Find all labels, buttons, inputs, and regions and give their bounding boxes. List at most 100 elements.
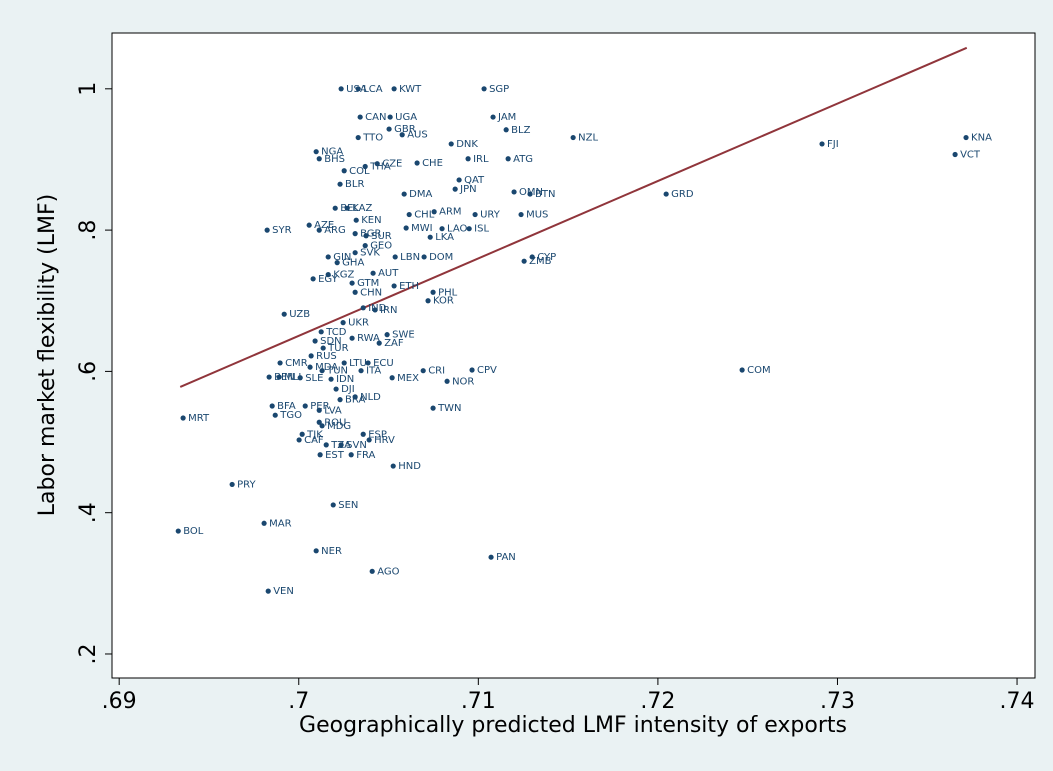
point (481, 86, 487, 92)
point (340, 320, 346, 326)
point-label: CHL (414, 210, 435, 221)
point-label: GEO (370, 241, 392, 252)
point (362, 163, 368, 170)
point (420, 368, 426, 374)
point-label: KAZ (352, 203, 372, 214)
point-label: DMA (409, 189, 432, 200)
point (503, 127, 509, 133)
point-label: BLZ (511, 125, 530, 136)
point (452, 186, 458, 192)
point-label: IND (368, 303, 386, 314)
point (296, 437, 302, 443)
point (355, 86, 361, 92)
point-label: SVN (346, 440, 367, 451)
point (362, 243, 368, 249)
point-label: VCT (960, 150, 981, 161)
point (276, 374, 282, 380)
point-label: MDA (315, 362, 338, 373)
point-label: GHA (342, 258, 364, 269)
point (352, 250, 358, 256)
point-label: LKA (435, 232, 454, 243)
point (431, 209, 437, 215)
point-label: AZE (314, 220, 334, 231)
point (366, 437, 372, 443)
point (357, 114, 363, 120)
point-label: TWN (437, 403, 461, 414)
point (392, 254, 398, 260)
point-label: DJI (341, 384, 355, 395)
point (406, 211, 412, 218)
point-label: CAF (304, 435, 324, 446)
point (370, 270, 376, 276)
point-label: BRA (345, 395, 365, 406)
point (175, 528, 181, 534)
point-label: TTO (362, 133, 383, 144)
point (302, 403, 308, 409)
point-label: RUS (316, 351, 337, 362)
point-label: KEN (361, 215, 381, 226)
point-label: MWI (411, 223, 432, 234)
point-label: MLI (284, 372, 301, 383)
point-label: CHE (422, 158, 443, 169)
point-label: TJK (306, 429, 323, 440)
point-label: IRL (473, 154, 489, 165)
point (389, 375, 395, 381)
point-label: BLR (345, 179, 364, 190)
point (819, 141, 825, 147)
point-label: CRI (428, 366, 445, 377)
point (529, 254, 535, 260)
point-label: AGO (377, 566, 399, 577)
point-label: LCA (363, 84, 383, 95)
point (325, 254, 331, 260)
point (334, 260, 340, 266)
point (448, 141, 454, 147)
point-label: ARG (324, 225, 346, 236)
point (439, 226, 445, 232)
point-label: BEN (274, 372, 295, 383)
point (399, 132, 405, 138)
point (261, 520, 267, 526)
point (456, 177, 462, 183)
point (465, 156, 471, 162)
point (403, 225, 409, 231)
point-label: CZE (382, 159, 402, 170)
point (332, 205, 338, 211)
x-tick-label: .71 (461, 689, 496, 714)
point (310, 276, 316, 282)
point (281, 311, 287, 317)
point-label: NLD (360, 392, 381, 403)
point (319, 423, 325, 429)
point-label: CMR (285, 358, 308, 369)
point (365, 360, 371, 366)
point (307, 364, 313, 370)
point (472, 211, 478, 218)
point-label: CPV (477, 365, 497, 376)
point-label: JPN (459, 184, 476, 195)
point (663, 191, 669, 197)
point-label: ZAF (384, 338, 404, 349)
point-label: ZMB (529, 256, 551, 267)
point-label: EST (325, 450, 345, 461)
point-label: NGA (321, 147, 343, 158)
point (306, 222, 312, 228)
point (312, 338, 318, 344)
point-label: GRD (671, 189, 694, 200)
point-label: THA (369, 162, 391, 173)
point-label: AUS (407, 130, 428, 141)
point-label: NOR (452, 376, 474, 387)
point (180, 415, 186, 421)
point (518, 211, 524, 218)
point-label: SUR (371, 231, 392, 242)
point-label: GIN (333, 252, 351, 263)
point (384, 332, 390, 338)
x-tick-label: .7 (288, 689, 309, 714)
point-label: CHN (360, 287, 382, 298)
point-label: LVA (324, 405, 342, 416)
point-label: SYR (272, 225, 291, 236)
point (269, 403, 275, 409)
point (330, 502, 336, 508)
point-label: SVK (360, 248, 380, 259)
x-tick-label: .74 (1000, 689, 1035, 714)
point (317, 452, 323, 458)
point-label: LAO (447, 224, 467, 235)
